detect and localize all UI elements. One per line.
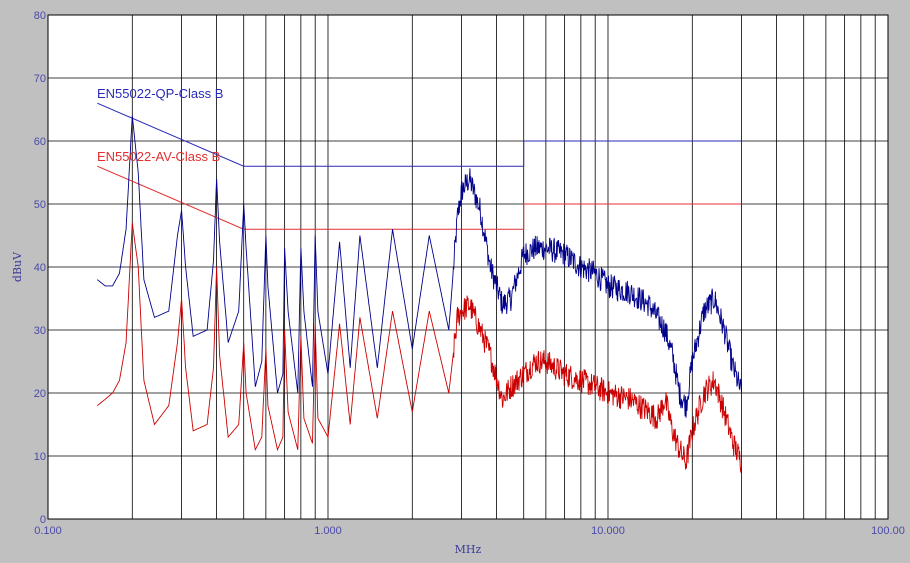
- y-tick-labels: 0 10 20 30 40 50 60 70 80: [34, 10, 46, 526]
- y-tick-label: 30: [34, 325, 46, 337]
- measurement-traces: [97, 115, 743, 474]
- av-limit-line: [97, 165, 742, 230]
- qp-limit-line: [97, 102, 742, 167]
- qp-trace: [97, 115, 743, 418]
- y-tick-label: 40: [34, 262, 46, 274]
- x-axis-title: MHz: [455, 543, 482, 556]
- y-tick-label: 80: [34, 10, 46, 22]
- legend-qp-label: EN55022-QP-Class B: [97, 86, 223, 101]
- legend-av-label: EN55022-AV-Class B: [97, 149, 220, 164]
- limit-lines: [97, 102, 742, 230]
- grid: [47, 14, 889, 520]
- x-tick-label: 1.000: [314, 525, 342, 537]
- x-tick-labels: 0.100 1.000 10.000 100.00: [34, 525, 905, 537]
- x-tick-label: 100.00: [871, 525, 905, 537]
- y-tick-label: 60: [34, 136, 46, 148]
- y-tick-label: 70: [34, 73, 46, 85]
- av-trace: [97, 222, 743, 474]
- y-tick-label: 0: [40, 514, 46, 526]
- plot-border: [47, 14, 889, 520]
- y-tick-label: 50: [34, 199, 46, 211]
- y-axis-title: dBuV: [11, 251, 24, 282]
- y-tick-label: 10: [34, 451, 46, 463]
- x-tick-label: 10.000: [591, 525, 625, 537]
- y-tick-label: 20: [34, 388, 46, 400]
- x-tick-label: 0.100: [34, 525, 62, 537]
